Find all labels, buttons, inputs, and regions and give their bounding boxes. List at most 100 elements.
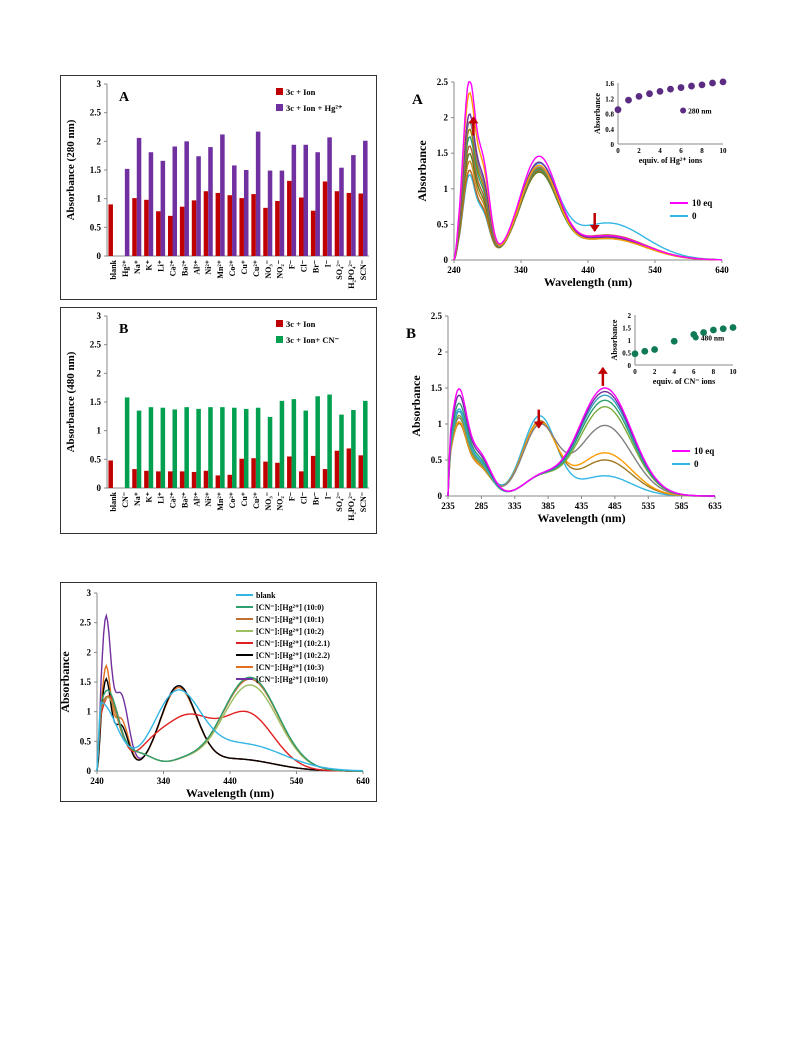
inset-legend-marker <box>692 334 699 341</box>
inset-data-point <box>641 347 649 355</box>
x-tick-label: 440 <box>223 776 237 786</box>
trend-arrow-head <box>533 421 544 429</box>
bar-complex <box>184 141 189 256</box>
inset-data-point <box>631 350 639 358</box>
bar-ion <box>227 195 233 256</box>
y-tick-label: 0.5 <box>90 222 102 232</box>
bar-ion <box>167 215 173 256</box>
bar-ion <box>298 471 304 488</box>
series-line <box>453 160 722 261</box>
x-tick-label: blank <box>109 259 118 279</box>
legend-swatch <box>276 88 283 95</box>
bar-ion <box>263 461 268 488</box>
trend-arrow-head <box>589 225 600 233</box>
y-tick-label: 0.5 <box>437 219 449 229</box>
inset-x-tick-label: 0 <box>616 147 620 155</box>
bar-complex <box>327 394 332 488</box>
panel-label: B <box>406 326 416 342</box>
y-tick-label: 1 <box>438 419 443 429</box>
bar-complex <box>243 170 249 256</box>
inset-legend-label: 480 nm <box>701 334 725 343</box>
inset-data-point <box>646 90 653 98</box>
bar-ion <box>310 210 316 256</box>
y-tick-label: 1 <box>87 707 92 717</box>
bar-ion <box>263 207 268 256</box>
bar-complex <box>220 134 225 256</box>
legend-label: [CN⁻]:[Hg²⁺] (10:2.2) <box>256 651 330 660</box>
y-tick-label: 1.5 <box>431 383 443 393</box>
y-tick-label: 3 <box>87 588 92 598</box>
legend-label: 3c + Ion+ CN⁻ <box>286 335 340 345</box>
bar-complex <box>291 399 297 488</box>
inset-data-point <box>709 79 716 87</box>
x-tick-label: Al³⁺ <box>192 492 201 507</box>
spectrum-b-panel: 0 0.5 1 1.5 2 2.5 235 285 335 385 435 485 535 585 635 W… <box>406 305 740 533</box>
inset-y-tick-label: 0.8 <box>605 111 614 119</box>
x-tick-label: Hg²⁺ <box>121 260 130 277</box>
y-tick-label: 1 <box>97 194 102 204</box>
bar-complex <box>255 131 261 256</box>
x-tick-label: 340 <box>157 776 171 786</box>
bar-ion <box>322 469 328 488</box>
bar-complex <box>351 410 356 488</box>
x-tick-label: Cu²⁺ <box>252 492 261 509</box>
legend-label: 3c + Ion + Hg²⁺ <box>286 103 343 113</box>
x-tick-label: 540 <box>290 776 304 786</box>
inset-x-axis-title: equiv. of Hg²⁺ ions <box>639 156 703 165</box>
series-line <box>96 677 363 772</box>
y-tick-label: 3 <box>97 311 102 321</box>
x-tick-label: Ca²⁺ <box>169 492 178 508</box>
x-tick-label: 385 <box>541 501 555 511</box>
y-tick-label: 0 <box>97 483 102 493</box>
x-tick-label: 640 <box>356 776 370 786</box>
inset-legend-marker <box>680 107 687 114</box>
inset-data-point <box>719 78 727 86</box>
inset-data-point <box>670 337 678 345</box>
bar-ion <box>215 192 221 256</box>
bar-ion <box>239 458 244 488</box>
inset-x-tick-label: 8 <box>712 368 716 376</box>
x-tick-label: NO₂⁻ <box>276 492 285 511</box>
bar-ion <box>358 455 364 488</box>
bar-complex <box>303 410 309 488</box>
inset-y-tick-label: 1.6 <box>605 80 614 88</box>
inset-y-tick-label: 1.5 <box>622 325 631 333</box>
y-tick-label: 2 <box>87 647 92 657</box>
bar-complex <box>220 407 225 488</box>
bar-ion <box>227 474 233 488</box>
x-tick-label: Br⁻ <box>311 492 320 505</box>
inset-x-tick-label: 8 <box>700 147 704 155</box>
inset-data-point <box>729 324 737 331</box>
inset-x-tick-label: 2 <box>637 147 641 155</box>
legend-label: 10 eq <box>694 446 714 456</box>
inset-y-tick-label: 1 <box>628 337 632 345</box>
series-line <box>96 695 363 772</box>
x-tick-label: CN⁻ <box>121 492 130 508</box>
inset-x-tick-label: 4 <box>672 368 676 376</box>
bar-ion <box>334 191 340 256</box>
x-tick-label: 640 <box>715 265 729 275</box>
trend-arrow-head <box>597 366 608 374</box>
bar-complex <box>184 407 189 488</box>
x-tick-label: Mn²⁺ <box>216 260 225 279</box>
bar-ion <box>132 469 137 488</box>
y-tick-label: 1.5 <box>90 165 102 175</box>
legend-swatch <box>276 336 283 343</box>
bar-complex <box>315 396 320 488</box>
bar-ion <box>203 470 209 488</box>
spectrum-b-chart: 0 0.5 1 1.5 2 2.5 235 285 335 385 435 485 535 585 635 W… <box>406 311 737 525</box>
y-tick-label: 2.5 <box>90 108 102 118</box>
bar-complex <box>160 407 166 488</box>
bar-complex <box>160 160 166 256</box>
inset-data-point <box>710 326 717 334</box>
bar-complex <box>208 407 213 488</box>
x-tick-label: NO₃⁻ <box>264 260 273 279</box>
bar-ion <box>156 471 161 488</box>
inset-x-tick-label: 6 <box>679 147 683 155</box>
legend-label: 3c + Ion <box>286 87 316 97</box>
x-tick-label: K⁺ <box>145 492 154 502</box>
panel-label: A <box>119 90 130 105</box>
